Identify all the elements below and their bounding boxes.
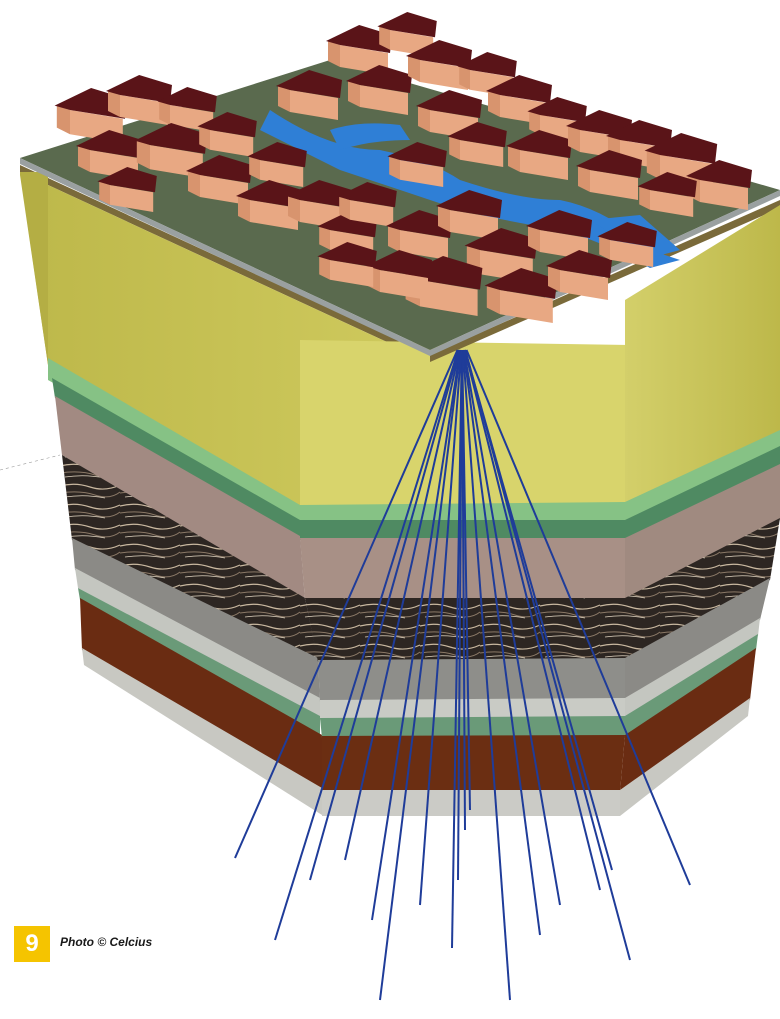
- borehole-line: [379, 349, 462, 1001]
- house: [637, 172, 697, 217]
- borehole-line: [309, 349, 460, 881]
- house: [576, 150, 642, 200]
- house: [106, 75, 172, 125]
- house: [484, 268, 558, 323]
- figure-number-badge: 9: [14, 926, 50, 962]
- house: [447, 122, 507, 167]
- house: [337, 182, 397, 227]
- house: [546, 250, 612, 300]
- house: [366, 250, 432, 300]
- house: [247, 142, 307, 187]
- borehole-line: [274, 349, 460, 941]
- house: [317, 242, 377, 287]
- borehole-line: [463, 349, 601, 891]
- borehole-line: [457, 349, 463, 881]
- house: [186, 155, 252, 205]
- borehole-line: [419, 349, 463, 906]
- block-center-face: [300, 340, 630, 816]
- boreholes: [234, 349, 691, 1001]
- house: [597, 222, 657, 267]
- house: [436, 190, 502, 240]
- axis-line-left: [0, 454, 61, 471]
- borehole-line: [371, 349, 462, 921]
- borehole-line: [465, 349, 691, 886]
- borehole-line: [344, 349, 461, 861]
- house: [406, 40, 472, 90]
- house: [506, 130, 572, 180]
- house: [236, 180, 302, 230]
- borehole-line: [462, 349, 541, 936]
- borehole-line: [461, 349, 511, 1001]
- borehole-line: [451, 349, 463, 949]
- house: [197, 112, 257, 157]
- borehole-line: [464, 349, 613, 871]
- house: [386, 210, 452, 260]
- house: [346, 65, 412, 115]
- house: [387, 142, 447, 187]
- house: [276, 70, 342, 120]
- house: [97, 167, 157, 212]
- borehole-line: [234, 349, 459, 859]
- house: [134, 123, 208, 178]
- photo-credit: Photo © Celcius: [60, 935, 153, 949]
- borehole-line: [461, 349, 471, 811]
- cluster-of-houses: [54, 12, 752, 323]
- borehole-line: [462, 349, 561, 906]
